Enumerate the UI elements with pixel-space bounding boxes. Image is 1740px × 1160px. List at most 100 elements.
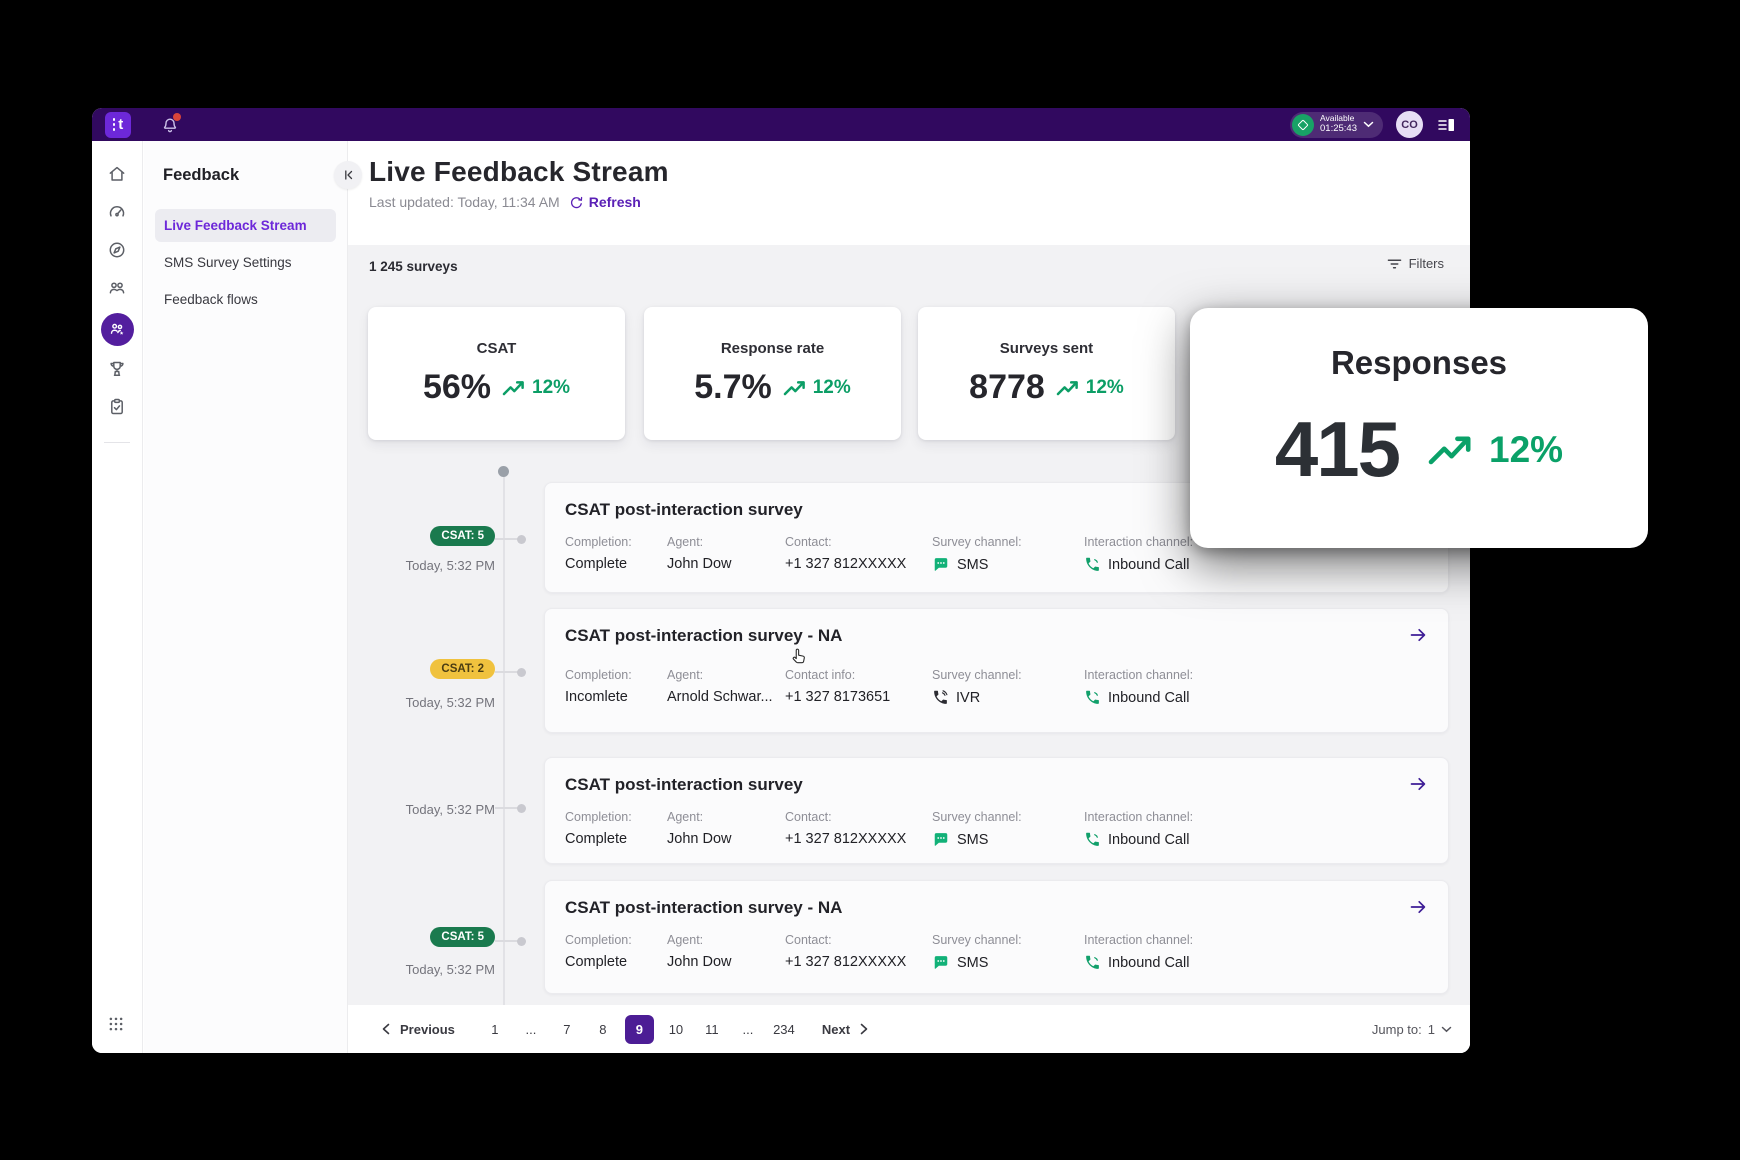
survey-card-title: CSAT post-interaction survey	[565, 775, 803, 794]
status-label: Available	[1320, 113, 1355, 124]
field-label: Contact:	[785, 933, 832, 947]
field-value: SMS	[957, 556, 989, 573]
timeline-line	[503, 471, 505, 1011]
field-label: Completion:	[565, 668, 632, 682]
brand-logo[interactable]: t	[105, 111, 131, 138]
timeline-connector	[495, 671, 522, 673]
feedback-active-icon[interactable]	[100, 313, 134, 346]
field-value: Complete	[565, 556, 628, 572]
page-ellipsis: ...	[525, 1021, 537, 1037]
sidebar-collapse-button[interactable]	[334, 161, 362, 189]
agent-status-selector[interactable]: Available 01:25:43	[1290, 111, 1383, 138]
open-survey-arrow-icon[interactable]	[1408, 625, 1428, 645]
collapse-icon	[345, 170, 353, 180]
field-label: Completion:	[565, 810, 632, 824]
survey-card-title: CSAT post-interaction survey - NA	[565, 898, 843, 917]
trending-up-icon	[1428, 436, 1471, 464]
open-survey-arrow-icon[interactable]	[1408, 897, 1428, 917]
sidebar-item-feedback-flows[interactable]: Feedback flows	[164, 292, 258, 307]
survey-time: Today, 5:32 PM	[405, 962, 495, 977]
dashboard-gauge-icon[interactable]	[107, 202, 127, 222]
next-page-button[interactable]: Next	[822, 1022, 868, 1037]
timeline-connector	[495, 538, 522, 540]
page-button[interactable]: 8	[599, 1021, 607, 1037]
field-value: Complete	[565, 831, 628, 847]
stat-value: 56%	[422, 368, 492, 406]
sidebar-title: Feedback	[163, 166, 240, 184]
clipboard-check-icon[interactable]	[107, 397, 127, 417]
notification-dot	[173, 112, 181, 121]
timeline-dot	[517, 535, 526, 544]
users-icon[interactable]	[107, 278, 127, 298]
stat-trend: 12%	[532, 376, 571, 398]
previous-page-button[interactable]: Previous	[382, 1022, 455, 1037]
stream-area: 1 245 surveys Filters CSAT 56% 12% Respo…	[348, 245, 1470, 1053]
field-value: Inbound Call	[1108, 831, 1190, 848]
stat-title: Response rate	[720, 340, 825, 357]
notifications-bell-icon[interactable]	[160, 112, 181, 135]
icon-rail	[92, 141, 143, 1053]
survey-card[interactable]: CSAT post-interaction survey - NA Comple…	[544, 608, 1449, 733]
field-label: Contact:	[785, 810, 832, 824]
survey-card[interactable]: CSAT post-interaction survey Completion:…	[544, 757, 1449, 864]
field-label: Survey channel:	[932, 535, 1022, 549]
refresh-button[interactable]: Refresh	[569, 194, 641, 210]
user-avatar[interactable]: CO	[1396, 111, 1423, 138]
field-label: Agent:	[667, 535, 704, 549]
field-label: Survey channel:	[932, 810, 1022, 824]
app-window: t Available 01:25:43 CO	[92, 108, 1470, 1053]
compass-icon[interactable]	[107, 240, 127, 260]
open-survey-arrow-icon[interactable]	[1408, 774, 1428, 794]
page-button[interactable]: 7	[563, 1021, 571, 1037]
survey-card-title: CSAT post-interaction survey - NA	[565, 626, 843, 645]
logo-dots-icon	[112, 118, 116, 131]
page-button[interactable]: 11	[705, 1021, 719, 1037]
survey-time: Today, 5:32 PM	[405, 695, 495, 710]
timeline-dot	[517, 668, 526, 677]
survey-card[interactable]: CSAT post-interaction survey - NA Comple…	[544, 880, 1449, 994]
field-label: Interaction channel:	[1084, 668, 1194, 682]
sidebar-item-sms-survey-settings[interactable]: SMS Survey Settings	[164, 255, 292, 270]
trophy-icon[interactable]	[107, 359, 127, 379]
field-label: Interaction channel:	[1084, 933, 1194, 947]
inbound-call-icon	[1086, 690, 1099, 704]
panel-toggle-icon[interactable]	[1436, 115, 1456, 135]
field-label: Survey channel:	[932, 933, 1022, 947]
csat-score-badge: CSAT: 5	[430, 927, 495, 947]
home-icon[interactable]	[107, 164, 127, 184]
field-value: Incomlete	[565, 689, 628, 705]
timeline-connector	[495, 940, 522, 942]
field-value: Inbound Call	[1108, 954, 1190, 971]
field-label: Interaction channel:	[1084, 810, 1194, 824]
jump-to-value: 1	[1427, 1021, 1435, 1037]
field-value: John Dow	[667, 954, 732, 970]
topbar: t Available 01:25:43 CO	[92, 108, 1470, 141]
page-button[interactable]: 234	[773, 1021, 795, 1037]
field-value: SMS	[957, 831, 989, 848]
sidebar-item-live-feedback-stream[interactable]: Live Feedback Stream	[155, 209, 336, 242]
page-button[interactable]: 10	[668, 1021, 684, 1037]
survey-time: Today, 5:32 PM	[405, 558, 495, 573]
page-button[interactable]: 1	[491, 1021, 499, 1037]
field-label: Agent:	[667, 668, 704, 682]
field-value: +1 327 812XXXXX	[785, 831, 907, 847]
csat-score-badge: CSAT: 2	[430, 659, 495, 679]
chevron-down-icon	[1363, 121, 1374, 128]
jump-to-selector[interactable]: Jump to: 1	[1372, 1022, 1452, 1037]
responses-title: Responses	[1330, 344, 1508, 381]
chevron-right-icon	[860, 1023, 868, 1035]
sms-icon	[934, 558, 948, 571]
field-label: Agent:	[667, 933, 704, 947]
apps-grid-icon[interactable]	[107, 1015, 127, 1035]
survey-card[interactable]: CSAT post-interaction survey Completion:…	[544, 482, 1449, 593]
chevron-down-icon	[1441, 1026, 1452, 1032]
page-button-active[interactable]: 9	[624, 1014, 654, 1044]
inbound-call-icon	[1086, 557, 1099, 571]
page-ellipsis: ...	[742, 1021, 754, 1037]
field-label: Contact:	[785, 535, 832, 549]
field-label: Contact info:	[785, 668, 856, 682]
trending-up-icon	[1056, 380, 1078, 395]
survey-card-title: CSAT post-interaction survey	[565, 500, 803, 519]
responses-trend: 12%	[1489, 428, 1564, 470]
filters-button[interactable]: Filters	[1387, 256, 1444, 271]
